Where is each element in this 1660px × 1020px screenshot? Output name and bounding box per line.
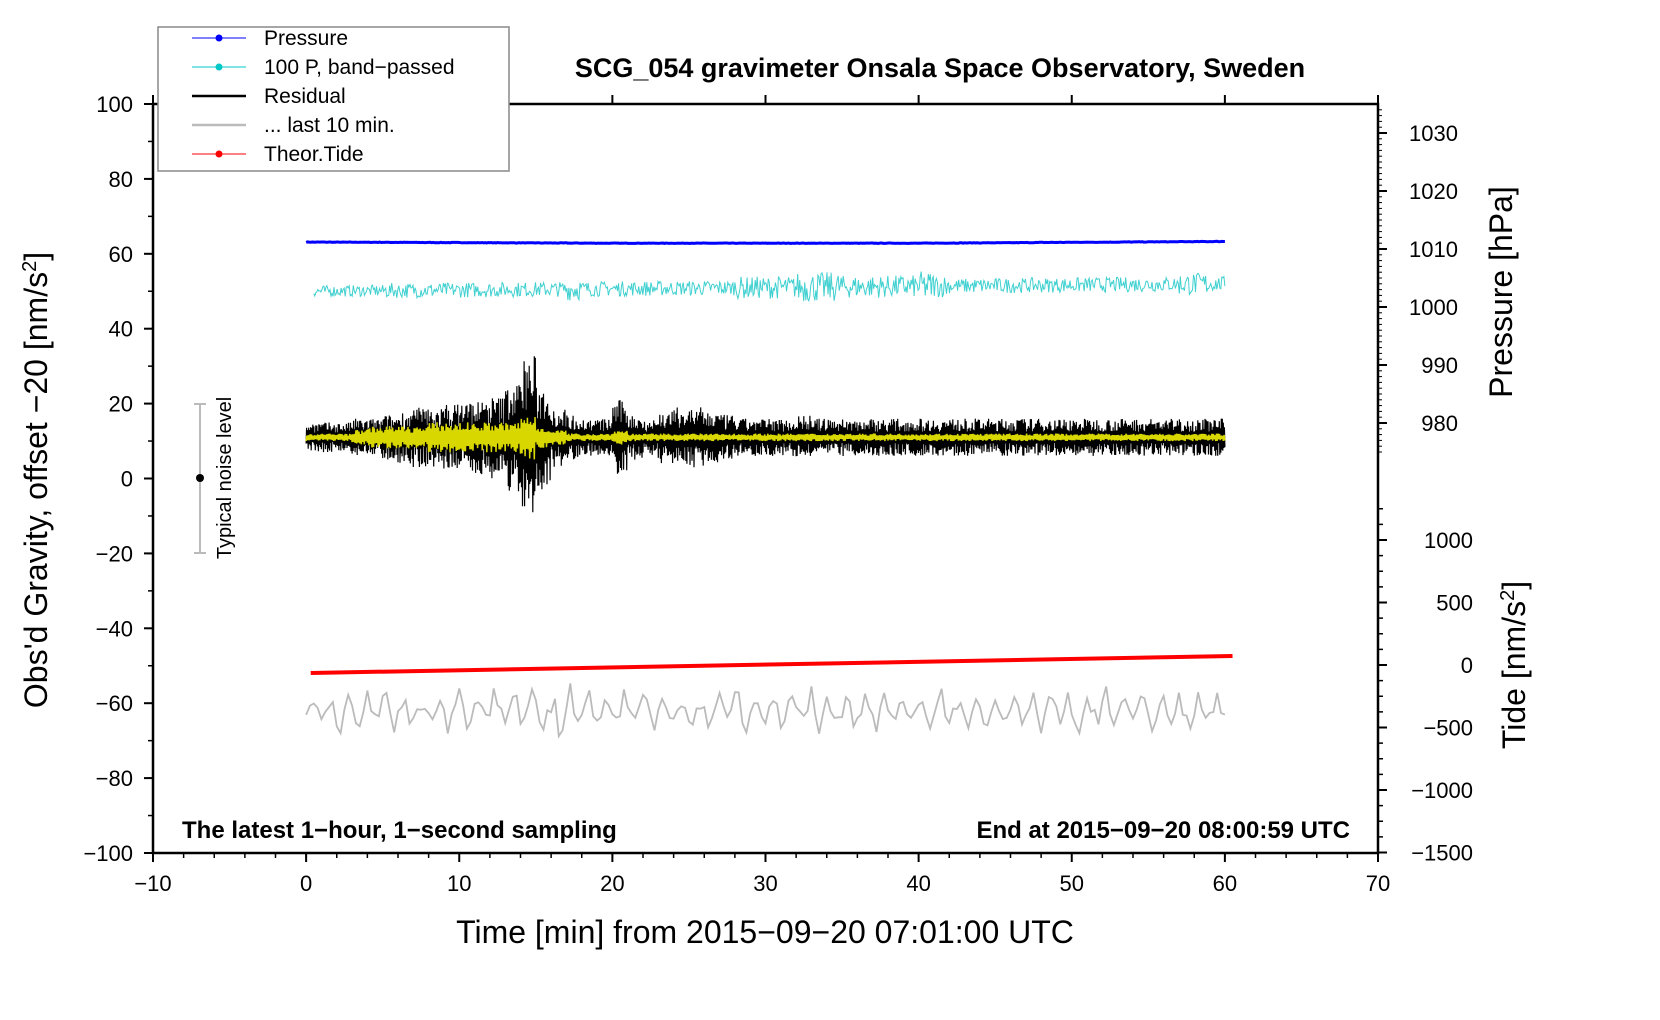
y-tick-label: 20 [109, 392, 133, 417]
tide-tick-label: 0 [1461, 653, 1473, 678]
y-tick-label: −80 [96, 766, 133, 791]
y-tick-label: 40 [109, 317, 133, 342]
pressure-tick-label: 990 [1421, 353, 1458, 378]
x-tick-label: 50 [1060, 871, 1084, 896]
plot-frame [151, 102, 1380, 855]
pressure-line [305, 239, 1225, 245]
legend-marker [215, 150, 223, 158]
legend-item: Residual [192, 85, 346, 108]
residual-line [305, 356, 1226, 513]
tide-axis-label: Tide [nm/s2] [1496, 581, 1532, 749]
tide-tick-label: 1000 [1424, 528, 1473, 553]
residual-smoothed-line [305, 416, 1226, 460]
y-tick-label: 60 [109, 242, 133, 267]
legend-item: ... last 10 min. [192, 114, 395, 137]
pressure-axis-label: Pressure [hPa] [1483, 186, 1519, 398]
chart-title: SCG_054 gravimeter Onsala Space Observat… [575, 53, 1305, 83]
legend-item: Theor.Tide [192, 143, 364, 166]
x-tick-label: 60 [1213, 871, 1237, 896]
y-tick-label: 80 [109, 167, 133, 192]
legend-label: ... last 10 min. [264, 114, 395, 137]
y-tick-label: 100 [96, 92, 133, 117]
pressure-tick-label: 1030 [1409, 121, 1458, 146]
x-tick-label: 40 [906, 871, 930, 896]
tide-tick-label: −1500 [1411, 841, 1473, 866]
tide-tick-label: −500 [1423, 716, 1473, 741]
pressure-tick-label: 1000 [1409, 295, 1458, 320]
y-tick-label: −100 [83, 841, 133, 866]
x-tick-label: 20 [600, 871, 624, 896]
pressure-tick-label: 980 [1421, 411, 1458, 436]
y-tick-label: −60 [96, 691, 133, 716]
x-tick-label: 70 [1366, 871, 1390, 896]
x-tick-label: 30 [753, 871, 777, 896]
noise-label: Typical noise level [214, 397, 236, 559]
noise-level-indicator: Typical noise level [194, 397, 236, 559]
legend-label: Pressure [264, 27, 348, 50]
bandpassed-pressure-line [313, 271, 1226, 303]
legend-marker [215, 63, 223, 71]
legend-label: Residual [264, 85, 346, 108]
y-axis-label: Obs'd Gravity, offset −20 [nm/s2] [18, 252, 54, 708]
x-tick-label: −10 [134, 871, 171, 896]
legend-marker [215, 34, 223, 42]
pressure-tick-label: 1010 [1409, 237, 1458, 262]
legend-box [157, 26, 510, 172]
x-axis-label: Time [min] from 2015−09−20 07:01:00 UTC [456, 914, 1074, 950]
legend-label: Theor.Tide [264, 143, 364, 166]
x-tick-label: 10 [447, 871, 471, 896]
pressure-tick-label: 1020 [1409, 179, 1458, 204]
theoretical-tide-line [310, 654, 1233, 675]
y-tick-label: −40 [96, 616, 133, 641]
x-tick-label: 0 [300, 871, 312, 896]
series-layer [305, 239, 1233, 739]
tide-tick-label: −1000 [1411, 778, 1473, 803]
legend-item: Pressure [192, 27, 348, 50]
legend: Pressure 100 P, band−passed Residual ... la… [157, 26, 510, 172]
legend-item: 100 P, band−passed [192, 56, 455, 79]
annotation-left: The latest 1−hour, 1−second sampling [182, 817, 617, 844]
y-tick-label: −20 [96, 541, 133, 566]
legend-label: 100 P, band−passed [264, 56, 455, 79]
tide-tick-label: 500 [1436, 591, 1473, 616]
ticks-layer: −10 0 10 20 30 40 50 60 70100806040200−20−40−60−… [83, 92, 1473, 896]
last-10-min-line [305, 683, 1226, 739]
y-tick-label: 0 [121, 467, 133, 492]
annotation-right: End at 2015−09−20 08:00:59 UTC [976, 817, 1350, 844]
noise-center-dot [196, 474, 204, 482]
